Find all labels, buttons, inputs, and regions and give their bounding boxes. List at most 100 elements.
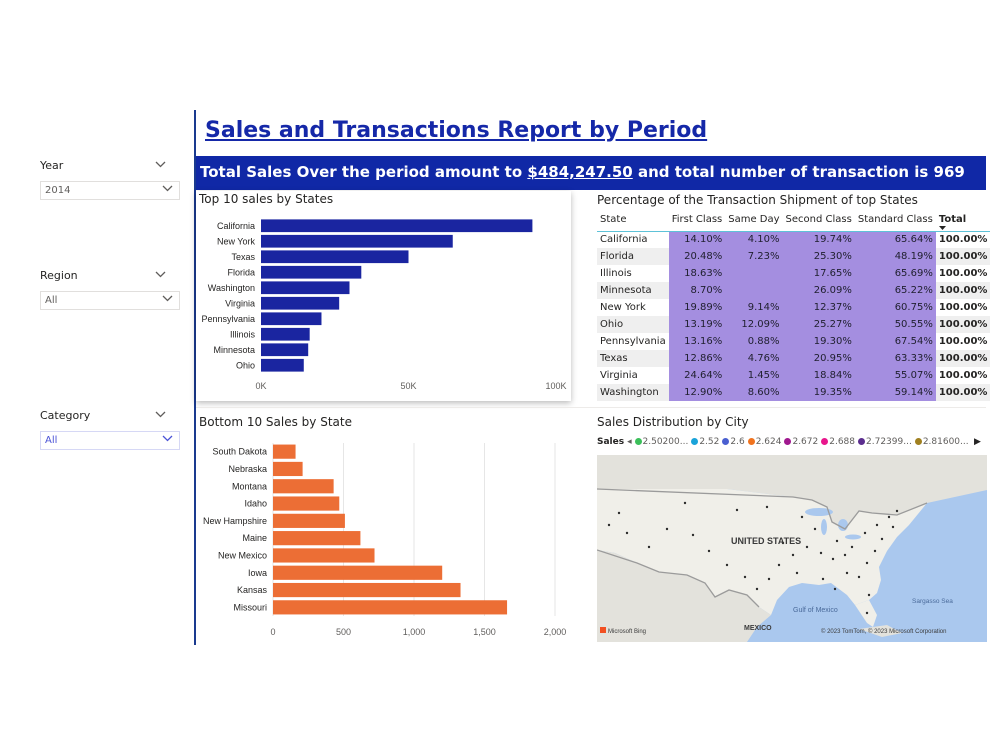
- map-legend-item[interactable]: 2.72399...: [858, 437, 912, 447]
- region-slicer[interactable]: Region All: [40, 269, 180, 310]
- matrix-col-total[interactable]: Total: [935, 209, 991, 232]
- year-dropdown-value: 2014: [45, 185, 71, 196]
- map-legend-label: 2.672: [792, 437, 819, 447]
- map-legend-item[interactable]: 2.50200...: [634, 437, 688, 447]
- matrix-row[interactable]: New York 19.89% 9.14% 12.37% 60.75% 100.00%: [597, 299, 991, 316]
- year-slicer[interactable]: Year 2014: [40, 159, 180, 200]
- matrix-col-second-class[interactable]: Second Class: [782, 209, 855, 232]
- category-label: Pennsylvania: [201, 314, 255, 324]
- shipment-matrix[interactable]: State First Class Same Day Second Class …: [597, 209, 991, 401]
- bar[interactable]: [261, 343, 309, 357]
- category-label: Iowa: [248, 568, 267, 578]
- bar[interactable]: [261, 219, 533, 233]
- matrix-value-cell: 4.10%: [725, 231, 783, 248]
- matrix-row[interactable]: Florida 20.48% 7.23% 25.30% 48.19% 100.00%: [597, 248, 991, 265]
- chevron-down-icon[interactable]: [155, 411, 166, 418]
- matrix-col-first-class[interactable]: First Class: [668, 209, 726, 232]
- matrix-row[interactable]: Virginia 24.64% 1.45% 18.84% 55.07% 100.00%: [597, 367, 991, 384]
- bar[interactable]: [273, 479, 334, 494]
- matrix-row[interactable]: Pennsylvania 13.16% 0.88% 19.30% 67.54% 100.0…: [597, 333, 991, 350]
- bar[interactable]: [273, 565, 443, 580]
- matrix-value-cell: [725, 265, 783, 282]
- region-dropdown[interactable]: All: [40, 291, 180, 310]
- bar[interactable]: [273, 531, 361, 546]
- category-label: New Hampshire: [203, 516, 267, 526]
- sales-map[interactable]: UNITED STATES Gulf of Mexico MEXICO Sarg…: [597, 455, 987, 642]
- bar[interactable]: [261, 358, 304, 372]
- chevron-down-icon[interactable]: [162, 185, 173, 192]
- bar[interactable]: [261, 281, 350, 295]
- matrix-value-cell: 18.63%: [668, 265, 726, 282]
- sort-descending-icon[interactable]: [938, 225, 946, 230]
- bottom-sales-chart-title: Bottom 10 Sales by State: [199, 415, 352, 429]
- bar[interactable]: [273, 513, 345, 528]
- bar[interactable]: [273, 461, 303, 477]
- matrix-state-cell: New York: [597, 299, 669, 316]
- chevron-down-icon[interactable]: [162, 295, 173, 302]
- matrix-row[interactable]: Ohio 13.19% 12.09% 25.27% 50.55% 100.00%: [597, 316, 991, 333]
- year-slicer-header[interactable]: Year: [40, 159, 180, 179]
- x-tick-label: 0K: [255, 381, 266, 391]
- top-sales-chart-title: Top 10 sales by States: [199, 192, 334, 206]
- legend-dot-icon: [747, 438, 755, 445]
- bar[interactable]: [261, 250, 409, 264]
- matrix-row[interactable]: Washington 12.90% 8.60% 19.35% 59.14% 100.00%: [597, 384, 991, 401]
- map-title: Sales Distribution by City: [597, 415, 749, 429]
- legend-next-icon[interactable]: ▶: [974, 437, 981, 447]
- category-dropdown[interactable]: All: [40, 431, 180, 450]
- cuba-landmass: [859, 625, 902, 637]
- lake-huron: [838, 519, 848, 531]
- chevron-down-icon[interactable]: [162, 435, 173, 442]
- matrix-row[interactable]: California 14.10% 4.10% 19.74% 65.64% 100.00%: [597, 231, 991, 248]
- matrix-col-same-day[interactable]: Same Day: [725, 209, 783, 232]
- bar[interactable]: [273, 548, 375, 563]
- map-legend-item[interactable]: 2.624: [747, 437, 782, 447]
- bar[interactable]: [261, 327, 310, 341]
- category-slicer-header[interactable]: Category: [40, 409, 180, 429]
- map-legend-item[interactable]: 2.52: [691, 437, 719, 447]
- map-legend-title: Sales: [597, 437, 625, 447]
- canada-border: [597, 488, 928, 530]
- chevron-down-icon[interactable]: [155, 271, 166, 278]
- bar[interactable]: [261, 312, 322, 326]
- matrix-row[interactable]: Texas 12.86% 4.76% 20.95% 63.33% 100.00%: [597, 350, 991, 367]
- bar[interactable]: [273, 496, 340, 511]
- bar[interactable]: [273, 600, 508, 615]
- matrix-total-cell: 100.00%: [935, 282, 991, 299]
- matrix-col-state[interactable]: State: [597, 209, 669, 232]
- bottom-sales-chart[interactable]: 0 500 1,000 1,500 2,000 South Dakota Nebraska M…: [196, 433, 576, 643]
- legend-prev-icon[interactable]: ◂: [627, 437, 632, 447]
- map-legend-item[interactable]: 2.6: [722, 437, 745, 447]
- matrix-value-cell: 8.70%: [668, 282, 726, 299]
- matrix-col-standard-class[interactable]: Standard Class: [854, 209, 936, 232]
- map-legend-item[interactable]: 2.81600...: [914, 437, 969, 447]
- matrix-state-cell: Minnesota: [597, 282, 669, 299]
- bar[interactable]: [261, 234, 453, 248]
- vertical-divider: [194, 110, 196, 645]
- x-tick-label: 1,500: [473, 627, 496, 637]
- bar[interactable]: [273, 444, 296, 459]
- matrix-title: Percentage of the Transaction Shipment o…: [597, 193, 918, 207]
- matrix-row[interactable]: Minnesota 8.70% 26.09% 65.22% 100.00%: [597, 282, 991, 299]
- matrix-state-cell: Florida: [597, 248, 669, 265]
- matrix-value-cell: 9.14%: [725, 299, 783, 316]
- mexico-border: [597, 549, 760, 608]
- map-legend-item[interactable]: 2.672: [784, 437, 818, 447]
- lake-superior: [805, 508, 833, 516]
- matrix-row[interactable]: Illinois 18.63% 17.65% 65.69% 100.00%: [597, 265, 991, 282]
- matrix-value-cell: [725, 282, 783, 299]
- matrix-total-cell: 100.00%: [935, 384, 991, 401]
- map-legend-label: 2.624: [755, 437, 782, 447]
- top-sales-chart[interactable]: 0K 50K 100K California New York Texas Florida W…: [196, 208, 571, 398]
- bar[interactable]: [273, 582, 461, 598]
- matrix-value-cell: 13.16%: [668, 333, 726, 350]
- matrix-state-cell: Virginia: [597, 367, 669, 384]
- region-slicer-header[interactable]: Region: [40, 269, 180, 289]
- bar[interactable]: [261, 296, 340, 310]
- bar[interactable]: [261, 265, 362, 279]
- year-dropdown[interactable]: 2014: [40, 181, 180, 200]
- matrix-value-cell: 13.19%: [668, 316, 726, 333]
- chevron-down-icon[interactable]: [155, 161, 166, 168]
- category-slicer[interactable]: Category All: [40, 409, 180, 450]
- map-legend-item[interactable]: 2.688: [821, 437, 855, 447]
